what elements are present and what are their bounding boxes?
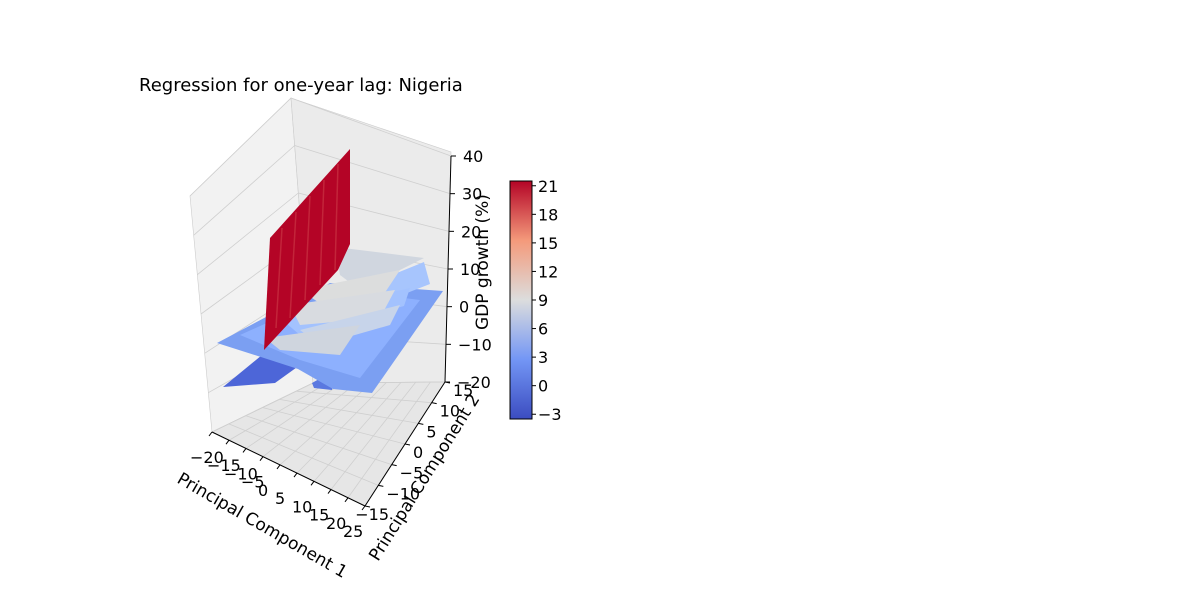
colorbar-ticks: −3 0 3 6 9 12 15 18 21 [532, 177, 562, 424]
x-tick-label: 15 [309, 506, 329, 525]
chart-title: Regression for one-year lag: Nigeria [139, 75, 463, 96]
y-tick-label: −5 [400, 464, 424, 483]
x-tick [361, 505, 366, 511]
colorbar-gradient [509, 180, 533, 420]
surface-plateau-patch [265, 325, 360, 355]
y-tick [404, 443, 411, 446]
colorbar: −3 0 3 6 9 12 15 18 21 [509, 177, 562, 424]
x-tick-label: −10 [224, 464, 258, 483]
z-axis-label: GDP growth (%) [473, 194, 493, 330]
y-tick-label: 10 [440, 402, 460, 421]
z-gridline [211, 382, 314, 433]
x-axis-line [211, 431, 366, 507]
y-gridline [245, 415, 392, 466]
z-tick-label: 30 [462, 185, 482, 204]
colorbar-tick-label: −3 [538, 405, 562, 424]
x-tick [242, 448, 247, 453]
colorbar-tick-label: 18 [538, 205, 558, 224]
y-tick-label: −10 [386, 484, 420, 503]
z-tick-label: 0 [459, 298, 469, 317]
surface-ridge-line [275, 227, 283, 329]
x-tick-label: 20 [326, 514, 346, 533]
y-tick [431, 402, 437, 405]
z-tick-label: −20 [457, 373, 491, 392]
z-tick-label: −10 [458, 335, 492, 354]
z-gridline [290, 97, 452, 157]
x-tick [259, 456, 264, 461]
y-tick [364, 505, 371, 508]
y-axis-line [364, 381, 446, 507]
y-gridline [296, 390, 432, 404]
x-tick-label: 5 [275, 489, 285, 508]
x-tick [327, 489, 332, 494]
z-gridline [197, 192, 299, 275]
z-tick-label: 40 [463, 147, 483, 166]
x-tick-label: 0 [258, 481, 268, 500]
y-tick-label: −15 [355, 505, 389, 524]
x-tick [310, 481, 315, 486]
surface-ridge-line [289, 211, 297, 319]
y-tick-label: 0 [413, 443, 423, 462]
axes: −20−15−10−50 5 10152025−15−10−5051015−20−1… [190, 147, 492, 541]
y-tick-label: 5 [426, 422, 436, 441]
y-gridline [228, 423, 379, 486]
surface-ridge-line [334, 163, 339, 271]
x-tick [225, 439, 230, 445]
surface-ridge-line [304, 195, 311, 301]
surface-ridge-line [319, 179, 325, 286]
z-axis-line [444, 155, 452, 383]
y-tick-label: 15 [453, 381, 473, 400]
colorbar-tick-label: 6 [538, 320, 548, 339]
z-tick-label: 10 [460, 260, 480, 279]
y-tick [378, 484, 384, 487]
x-tick [276, 464, 281, 470]
x-tick-label: −15 [207, 456, 241, 475]
y-tick [418, 422, 424, 425]
y-tick [391, 464, 397, 467]
colorbar-tick-label: 0 [538, 377, 548, 396]
z-tick-label: 20 [461, 222, 481, 241]
x-tick-label: 10 [292, 497, 312, 516]
y-gridline [262, 407, 406, 445]
x-tick [293, 472, 298, 478]
colorbar-tick-label: 15 [538, 234, 558, 253]
surface [217, 149, 443, 393]
x-tick-label: 25 [343, 522, 363, 541]
colorbar-tick-label: 9 [538, 291, 548, 310]
z-gridline [294, 145, 451, 195]
x-tick [344, 497, 349, 503]
x-tick-label: −5 [241, 473, 265, 492]
colorbar-tick-label: 3 [538, 348, 548, 367]
x-tick [208, 431, 213, 437]
z-gridline [193, 145, 295, 236]
colorbar-tick-label: 21 [538, 177, 558, 196]
colorbar-tick-label: 12 [538, 262, 558, 281]
z-gridline [189, 97, 292, 197]
y-gridline [279, 398, 419, 424]
x-tick-label: −20 [190, 448, 224, 467]
